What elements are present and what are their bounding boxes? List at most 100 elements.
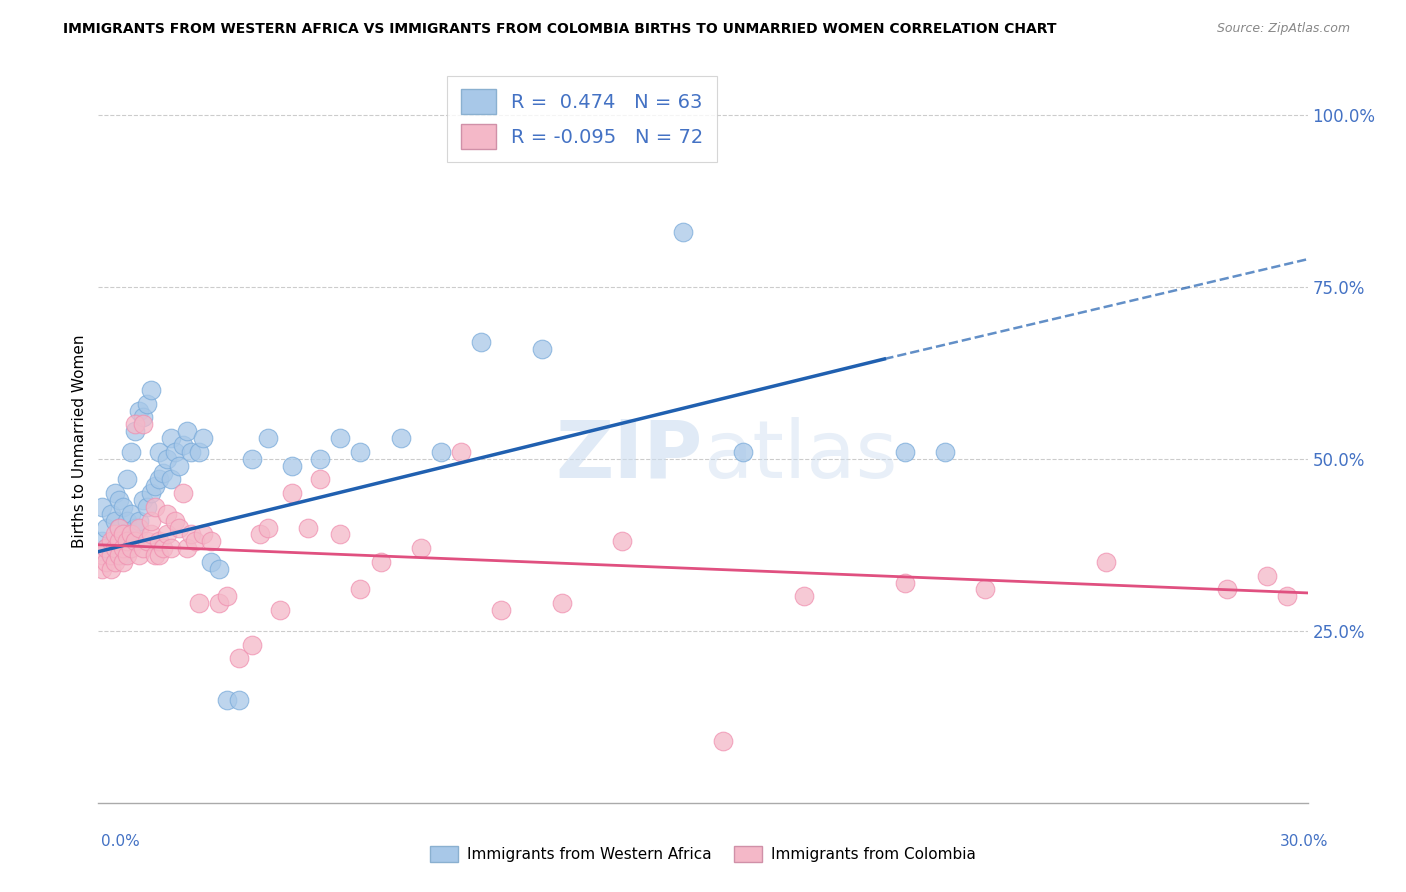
Point	[193, 527, 215, 541]
Point	[143, 548, 166, 562]
Point	[491, 603, 513, 617]
Point	[132, 410, 155, 425]
Point	[143, 479, 166, 493]
Point	[180, 527, 202, 541]
Point	[148, 445, 170, 459]
Text: IMMIGRANTS FROM WESTERN AFRICA VS IMMIGRANTS FROM COLOMBIA BIRTHS TO UNMARRIED W: IMMIGRANTS FROM WESTERN AFRICA VS IMMIGR…	[63, 22, 1057, 37]
Point	[120, 507, 142, 521]
Point	[132, 541, 155, 556]
Point	[135, 534, 157, 549]
Legend: Immigrants from Western Africa, Immigrants from Colombia: Immigrants from Western Africa, Immigran…	[425, 840, 981, 868]
Point	[111, 548, 134, 562]
Point	[256, 520, 278, 534]
Point	[148, 472, 170, 486]
Point	[107, 534, 129, 549]
Point	[96, 541, 118, 556]
Point	[100, 562, 122, 576]
Point	[132, 417, 155, 432]
Point	[139, 514, 162, 528]
Point	[184, 534, 207, 549]
Point	[1277, 590, 1299, 604]
Point	[115, 514, 138, 528]
Point	[91, 562, 114, 576]
Point	[934, 445, 956, 459]
Point	[470, 334, 492, 349]
Point	[152, 466, 174, 480]
Point	[172, 486, 194, 500]
Point	[370, 555, 392, 569]
Point	[240, 638, 263, 652]
Point	[107, 548, 129, 562]
Point	[103, 541, 125, 556]
Point	[128, 403, 150, 417]
Point	[91, 534, 114, 549]
Text: Source: ZipAtlas.com: Source: ZipAtlas.com	[1216, 22, 1350, 36]
Point	[612, 534, 634, 549]
Point	[1095, 555, 1118, 569]
Point	[128, 514, 150, 528]
Point	[107, 493, 129, 508]
Point	[188, 445, 211, 459]
Point	[281, 486, 304, 500]
Point	[111, 500, 134, 514]
Point	[160, 472, 183, 486]
Point	[96, 520, 118, 534]
Point	[103, 486, 125, 500]
Point	[103, 514, 125, 528]
Point	[551, 596, 574, 610]
Point	[152, 541, 174, 556]
Point	[139, 486, 162, 500]
Point	[139, 527, 162, 541]
Point	[188, 596, 211, 610]
Point	[115, 534, 138, 549]
Point	[297, 520, 319, 534]
Point	[167, 520, 190, 534]
Point	[96, 555, 118, 569]
Point	[793, 590, 815, 604]
Text: 0.0%: 0.0%	[101, 834, 141, 848]
Point	[139, 383, 162, 397]
Text: atlas: atlas	[703, 417, 897, 495]
Point	[309, 472, 332, 486]
Point	[100, 507, 122, 521]
Point	[143, 500, 166, 514]
Point	[180, 445, 202, 459]
Point	[100, 548, 122, 562]
Point	[124, 417, 146, 432]
Point	[281, 458, 304, 473]
Point	[107, 541, 129, 556]
Point	[176, 541, 198, 556]
Point	[389, 431, 412, 445]
Point	[1216, 582, 1239, 597]
Point	[733, 445, 755, 459]
Point	[156, 451, 179, 466]
Point	[200, 534, 222, 549]
Point	[217, 590, 239, 604]
Point	[163, 445, 186, 459]
Point	[156, 507, 179, 521]
Point	[329, 527, 352, 541]
Point	[176, 424, 198, 438]
Point	[100, 534, 122, 549]
Point	[111, 527, 134, 541]
Point	[115, 548, 138, 562]
Point	[135, 500, 157, 514]
Point	[120, 541, 142, 556]
Point	[135, 397, 157, 411]
Point	[111, 527, 134, 541]
Point	[249, 527, 271, 541]
Point	[217, 692, 239, 706]
Point	[128, 520, 150, 534]
Point	[124, 424, 146, 438]
Point	[91, 548, 114, 562]
Point	[124, 534, 146, 549]
Point	[115, 534, 138, 549]
Point	[228, 651, 250, 665]
Point	[111, 555, 134, 569]
Y-axis label: Births to Unmarried Women: Births to Unmarried Women	[72, 334, 87, 549]
Point	[200, 555, 222, 569]
Point	[107, 520, 129, 534]
Point	[172, 438, 194, 452]
Point	[167, 458, 190, 473]
Point	[128, 548, 150, 562]
